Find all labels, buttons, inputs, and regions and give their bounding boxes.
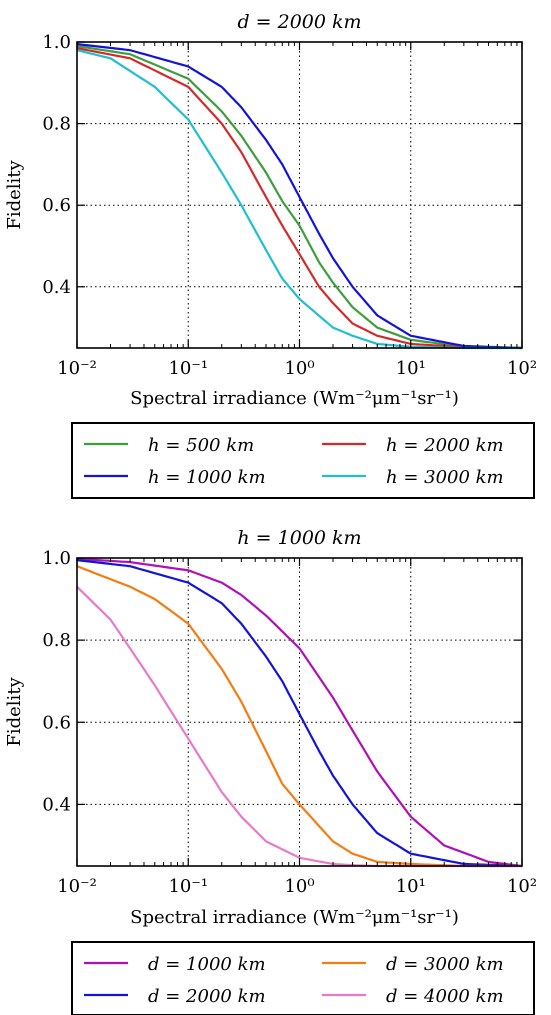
- series-line-1: [76, 45, 523, 350]
- y-tick-label: 0.4: [42, 277, 71, 298]
- x-tick-label: 10⁻²: [57, 358, 97, 379]
- y-tick-label: 0.8: [42, 630, 71, 651]
- legend-label-2: d = 3000 km: [386, 954, 504, 975]
- x-tick-label: 10⁻²: [57, 876, 97, 897]
- y-axis-label: Fidelity: [4, 677, 25, 747]
- legend-label-3: d = 2000 km: [148, 986, 266, 1007]
- chart-panel-2: h = 1000 km 10⁻² 10⁻¹ 10⁰ 10¹ 10² 0.4 0.6 0.8 1.0…: [4, 527, 537, 1015]
- series-line-3: [76, 42, 523, 350]
- x-tick-label: 10⁻¹: [168, 876, 208, 897]
- legend-box: [71, 422, 535, 499]
- x-tick-label: 10¹: [396, 358, 426, 379]
- legend-label-3: h = 1000 km: [148, 467, 266, 488]
- x-axis-label: Spectral irradiance (Wm⁻²μm⁻¹sr⁻¹): [130, 907, 459, 928]
- legend-label-2: h = 2000 km: [386, 435, 504, 456]
- x-tick-label: 10¹: [396, 876, 426, 897]
- y-tick-label: 1.0: [42, 548, 71, 569]
- y-tick-label: 1.0: [42, 32, 71, 53]
- x-tick-label: 10⁰: [284, 876, 314, 897]
- x-tick-label: 10⁻¹: [168, 358, 208, 379]
- chart-panel-1: d = 2000 km 10⁻² 10⁻¹ 10⁰ 10¹ 10² 0.4 0.6 0.8 1.0…: [4, 11, 537, 499]
- legend-label-1: d = 1000 km: [148, 954, 266, 975]
- x-axis-label: Spectral irradiance (Wm⁻²μm⁻¹sr⁻¹): [130, 388, 459, 409]
- x-tick-label: 10²: [507, 358, 537, 379]
- y-tick-label: 0.8: [42, 114, 71, 135]
- series-line-3: [76, 559, 523, 868]
- series-line-1: [76, 557, 523, 868]
- x-tick-label: 10⁰: [284, 358, 314, 379]
- legend-label-4: h = 3000 km: [386, 467, 504, 488]
- chart-title: d = 2000 km: [237, 11, 361, 33]
- y-axis-label: Fidelity: [4, 160, 25, 230]
- legend: h = 500 km h = 2000 km h = 1000 km h = 3000…: [71, 422, 535, 499]
- legend-label-1: h = 500 km: [148, 435, 254, 456]
- y-tick-label: 0.6: [42, 195, 71, 216]
- x-tick-label: 10²: [507, 876, 537, 897]
- legend-box: [71, 941, 535, 1015]
- legend-label-4: d = 4000 km: [386, 986, 504, 1007]
- legend: d = 1000 km d = 3000 km d = 2000 km d = 400…: [71, 941, 535, 1015]
- y-tick-label: 0.4: [42, 794, 71, 815]
- y-tick-label: 0.6: [42, 712, 71, 733]
- series-line-2: [76, 47, 523, 350]
- chart-title: h = 1000 km: [237, 527, 361, 549]
